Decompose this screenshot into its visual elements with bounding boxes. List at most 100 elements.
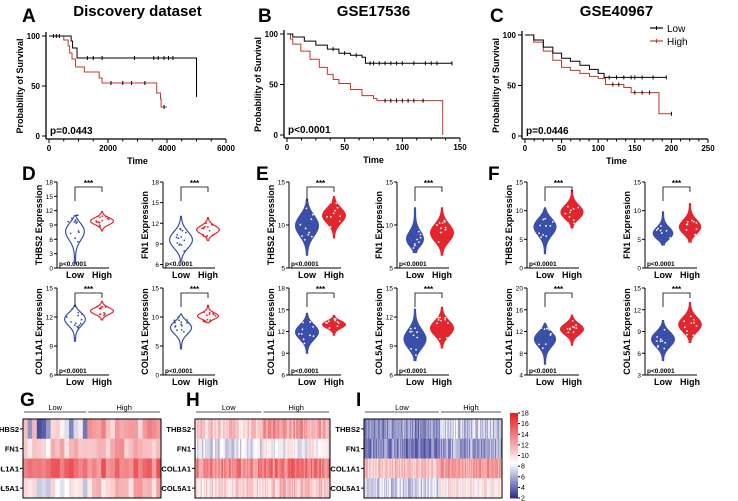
heatmap-cell <box>428 458 430 479</box>
heatmap-cell <box>484 438 486 459</box>
row-label-col1a1: COL1A1 <box>330 464 360 473</box>
heatmap-cell <box>406 478 408 499</box>
heatmap-cell <box>223 419 225 440</box>
heatmap-cell <box>459 478 461 499</box>
heatmap-cell <box>408 458 410 479</box>
heatmap-cell <box>395 419 397 440</box>
heatmap-cell <box>205 438 207 459</box>
heatmap-cell <box>297 438 299 459</box>
significance-label: *** <box>554 285 564 294</box>
violin-point <box>208 229 211 232</box>
heatmap-cell <box>246 419 249 440</box>
heatmap-cell <box>484 478 486 499</box>
heatmap-cell <box>430 478 432 499</box>
p-value: p<0.0001 <box>529 261 557 268</box>
heatmap-cell <box>488 478 490 499</box>
heatmap-cell <box>457 458 459 479</box>
violin-point <box>177 237 180 240</box>
violin-point <box>184 231 187 234</box>
heatmap-cell <box>433 478 434 499</box>
heatmap-cell <box>237 419 240 440</box>
heatmap-cell <box>307 438 309 459</box>
heatmap-cell <box>322 478 324 499</box>
heatmap-cell <box>27 458 33 479</box>
heatmap-cell <box>317 458 320 479</box>
heatmap-cell <box>82 458 88 479</box>
heatmap-cell <box>306 419 308 440</box>
heatmap-cell <box>437 419 439 440</box>
heatmap-cell <box>395 438 397 459</box>
heatmap-cell <box>481 438 483 459</box>
heatmap-cell <box>195 438 197 459</box>
y-tick-label: 8 <box>519 351 523 358</box>
heatmap-cell <box>459 419 461 440</box>
heatmap-cell <box>494 438 496 459</box>
heatmap-cell <box>496 458 498 479</box>
heatmap-cell <box>208 419 210 440</box>
heatmap-cell <box>411 478 413 499</box>
heatmap-cell <box>497 458 499 479</box>
heatmap-cell <box>252 458 254 479</box>
heatmap-cell <box>215 419 217 440</box>
heatmap-cell <box>217 419 219 440</box>
heatmap-cell <box>64 438 70 459</box>
heatmap-cell <box>500 458 502 479</box>
heatmap-cell <box>471 458 473 479</box>
heatmap-cell <box>273 419 276 440</box>
colorbar-segment <box>510 490 518 493</box>
violin-point <box>98 221 101 224</box>
violin-point <box>569 209 572 212</box>
heatmap-cell <box>490 438 492 459</box>
heatmap-cell <box>96 458 102 479</box>
violin-point <box>212 313 215 316</box>
violin-point <box>78 324 81 327</box>
heatmap-cell <box>371 458 373 479</box>
violin-point <box>101 306 104 308</box>
y-tick-label: 18 <box>46 180 54 187</box>
heatmap-cell <box>305 478 307 499</box>
heatmap-cell <box>287 419 289 440</box>
p-value: p<0.0001 <box>291 261 319 268</box>
heatmap-border <box>22 418 162 499</box>
y-tick-label: 12 <box>46 208 54 215</box>
y-tick-label: 15 <box>516 180 524 187</box>
violin-point <box>663 347 666 350</box>
heatmap-cell <box>466 458 468 479</box>
violin-point <box>655 340 658 343</box>
violin-point <box>412 334 415 337</box>
heatmap-cell <box>255 478 258 499</box>
heatmap-cell <box>309 438 312 459</box>
heatmap-cell <box>430 438 432 459</box>
heatmap-cell <box>241 438 243 459</box>
heatmap-cell <box>290 419 293 440</box>
heatmap-cell <box>482 438 484 459</box>
heatmap-cell <box>412 458 414 479</box>
heatmap-cell <box>488 438 490 459</box>
heatmap-cell <box>252 438 254 459</box>
heatmap-cell <box>262 438 264 459</box>
heatmap-cell <box>457 438 459 459</box>
heatmap-cell <box>296 419 298 440</box>
violin-point <box>659 229 662 232</box>
heatmap-cell <box>400 478 402 499</box>
heatmap-cell <box>222 419 224 440</box>
colorbar-segment <box>510 496 518 499</box>
heatmap-cell <box>477 478 479 499</box>
heatmap-cell <box>156 458 162 479</box>
heatmap-cell <box>459 478 461 499</box>
heatmap-cell <box>263 478 266 499</box>
heatmap-cell <box>478 419 480 440</box>
heatmap-cell <box>210 478 213 499</box>
heatmap-cell <box>251 458 253 479</box>
heatmap-cell <box>415 458 417 479</box>
heatmap-cell <box>250 438 252 459</box>
heatmap-cell <box>64 478 70 499</box>
heatmap-cell <box>274 478 277 499</box>
heatmap-cell <box>128 478 134 499</box>
heatmap-cell <box>263 438 266 459</box>
y-tick-label: 5 <box>281 266 285 273</box>
heatmap-cell <box>261 438 263 459</box>
heatmap-cell <box>326 478 329 499</box>
